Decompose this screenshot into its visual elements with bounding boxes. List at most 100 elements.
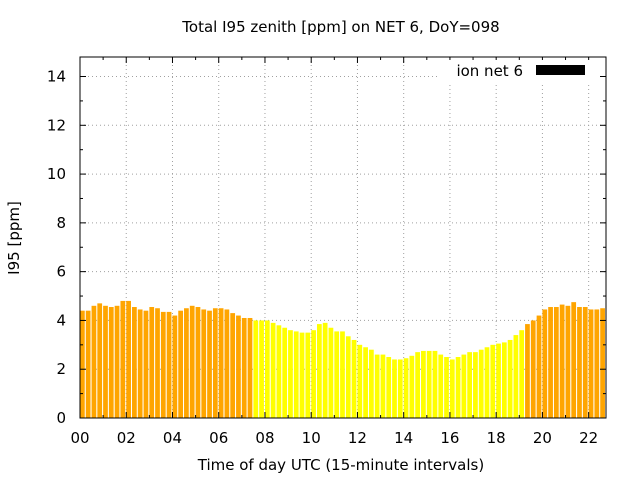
bar <box>392 359 397 418</box>
x-tick-label: 10 <box>302 429 321 447</box>
y-tick-label: 8 <box>56 214 66 232</box>
bar <box>409 355 415 418</box>
y-tick-label: 10 <box>47 165 66 183</box>
bar <box>299 332 305 418</box>
bar <box>241 317 247 418</box>
bar <box>345 336 351 418</box>
bar <box>461 354 467 418</box>
x-tick-label: 14 <box>394 429 413 447</box>
bar <box>438 354 444 418</box>
bar <box>155 308 160 418</box>
bar <box>282 327 288 418</box>
bar <box>91 305 97 418</box>
bar <box>316 324 322 418</box>
x-axis-label: Time of day UTC (15-minute intervals) <box>197 456 484 474</box>
bar <box>478 349 484 418</box>
bar <box>103 305 108 418</box>
bar <box>571 302 577 418</box>
bar <box>178 310 183 418</box>
bar <box>236 315 241 418</box>
bar <box>114 305 120 418</box>
bar <box>374 354 380 418</box>
bar <box>253 320 259 418</box>
y-tick-label: 4 <box>56 311 66 329</box>
bar <box>496 343 501 418</box>
y-tick-label: 12 <box>47 116 66 134</box>
grid-lines <box>80 57 606 418</box>
bar <box>293 331 299 418</box>
bar <box>334 331 340 418</box>
bar <box>207 310 212 418</box>
bar <box>288 330 293 418</box>
bars <box>80 300 605 418</box>
x-tick-label: 16 <box>440 429 459 447</box>
bar <box>270 322 276 418</box>
y-axis-label: I95 [ppm] <box>5 201 23 275</box>
bar <box>247 317 253 418</box>
bar <box>507 339 513 418</box>
bar <box>85 310 91 418</box>
bar <box>380 354 386 418</box>
bar <box>536 315 542 418</box>
bar <box>259 320 264 418</box>
bar <box>473 352 478 418</box>
bar <box>172 315 178 418</box>
chart-title: Total I95 zenith [ppm] on NET 6, DoY=098 <box>181 18 499 36</box>
x-tick-label: 06 <box>209 429 228 447</box>
bar <box>426 350 432 418</box>
y-tick-label: 14 <box>47 68 66 86</box>
bar <box>432 350 438 418</box>
y-tick-label: 6 <box>56 263 66 281</box>
bar <box>386 357 392 418</box>
bar <box>594 309 600 418</box>
bar <box>264 320 270 418</box>
bar <box>224 309 230 418</box>
bar <box>444 357 449 418</box>
x-tick-label: 22 <box>579 429 598 447</box>
bar <box>553 307 559 418</box>
bar <box>455 357 461 418</box>
bar <box>369 349 374 418</box>
legend: ion net 6 <box>440 60 600 82</box>
y-tick-label: 2 <box>56 360 66 378</box>
x-tick-label: 18 <box>487 429 506 447</box>
x-tick-label: 08 <box>255 429 274 447</box>
bar <box>484 347 490 418</box>
bar <box>120 300 126 418</box>
bar <box>548 307 553 418</box>
x-tick-label: 04 <box>163 429 182 447</box>
bar <box>328 327 334 418</box>
bar <box>525 324 530 418</box>
x-tick-labels: 00 02 04 06 08 10 12 14 16 18 20 22 <box>70 429 598 447</box>
bar <box>582 307 588 418</box>
bar <box>149 307 155 418</box>
bar <box>501 342 507 418</box>
bar <box>230 313 236 418</box>
bar <box>80 310 85 418</box>
bar <box>97 303 103 418</box>
y-tick-labels: 0 2 4 6 8 10 12 14 <box>47 68 66 427</box>
bar <box>201 309 207 418</box>
bar <box>195 307 201 418</box>
bar <box>189 305 195 418</box>
legend-label: ion net 6 <box>456 62 523 80</box>
bar <box>588 309 594 418</box>
bar <box>519 330 525 418</box>
bar <box>542 309 548 418</box>
bar <box>357 344 363 418</box>
bar <box>143 310 149 418</box>
bar <box>513 335 519 418</box>
legend-swatch <box>536 65 585 75</box>
bar <box>565 305 571 418</box>
bar <box>397 359 403 418</box>
bar <box>403 358 409 418</box>
bar <box>449 359 455 418</box>
bar <box>160 311 166 418</box>
x-tick-label: 20 <box>533 429 552 447</box>
y-tick-label: 0 <box>56 409 66 427</box>
axis-ticks <box>79 57 606 419</box>
x-tick-label: 02 <box>117 429 136 447</box>
x-tick-label: 12 <box>348 429 367 447</box>
bar <box>530 320 536 418</box>
